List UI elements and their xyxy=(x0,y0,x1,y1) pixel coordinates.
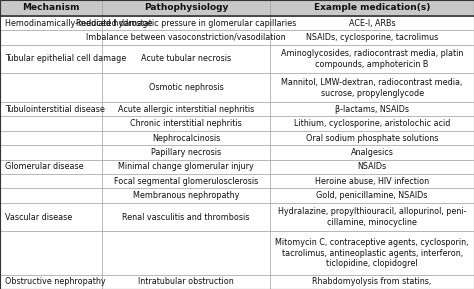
Text: Analgesics: Analgesics xyxy=(351,148,393,157)
Text: Mechanism: Mechanism xyxy=(22,3,80,12)
Text: Pathophysiology: Pathophysiology xyxy=(144,3,228,12)
Text: Glomerular disease: Glomerular disease xyxy=(5,162,83,171)
Text: Lithium, cyclosporine, aristolochic acid: Lithium, cyclosporine, aristolochic acid xyxy=(294,119,450,128)
Text: Obstructive nephropathy: Obstructive nephropathy xyxy=(5,277,105,286)
Text: Membranous nephropathy: Membranous nephropathy xyxy=(133,191,239,200)
Text: Rhabdomyolysis from statins,: Rhabdomyolysis from statins, xyxy=(312,277,432,286)
Bar xyxy=(102,116,270,131)
Bar xyxy=(102,275,270,289)
Bar xyxy=(0,131,102,145)
Bar xyxy=(270,30,474,45)
Bar xyxy=(102,188,270,203)
Bar xyxy=(102,45,270,73)
Bar xyxy=(0,203,102,231)
Text: Papillary necrosis: Papillary necrosis xyxy=(151,148,221,157)
Bar xyxy=(102,231,270,275)
Text: Chronic interstitial nephritis: Chronic interstitial nephritis xyxy=(130,119,242,128)
Bar xyxy=(0,160,102,174)
Bar xyxy=(270,73,474,102)
Bar xyxy=(270,275,474,289)
Bar xyxy=(0,73,102,102)
Bar xyxy=(0,145,102,160)
Text: Tubulointerstitial disease: Tubulointerstitial disease xyxy=(5,105,105,114)
Bar xyxy=(102,160,270,174)
Text: Heroine abuse, HIV infection: Heroine abuse, HIV infection xyxy=(315,177,429,186)
Bar xyxy=(0,174,102,188)
Text: NSAIDs: NSAIDs xyxy=(357,162,387,171)
Bar xyxy=(270,231,474,275)
Text: Mannitol, LMW-dextran, radiocontrast media,
sucrose, propylenglycode: Mannitol, LMW-dextran, radiocontrast med… xyxy=(282,78,463,98)
Bar xyxy=(270,45,474,73)
Bar xyxy=(102,203,270,231)
Text: Aminoglycosides, radiocontrast media, platin
compounds, amphotericin B: Aminoglycosides, radiocontrast media, pl… xyxy=(281,49,463,69)
Bar xyxy=(270,160,474,174)
Bar xyxy=(270,188,474,203)
Bar xyxy=(0,0,102,16)
Text: Hydralazine, propylthiouracil, allopurinol, peni-
cillamine, minocycline: Hydralazine, propylthiouracil, allopurin… xyxy=(278,207,466,227)
Bar xyxy=(0,30,102,45)
Text: ACE-I, ARBs: ACE-I, ARBs xyxy=(349,18,395,27)
Bar xyxy=(0,102,102,116)
Text: Hemodinamically-mediated damage: Hemodinamically-mediated damage xyxy=(5,18,152,27)
Bar xyxy=(102,102,270,116)
Text: Mitomycin C, contraceptive agents, cyclosporin,
tacrolimus, antineoplastic agent: Mitomycin C, contraceptive agents, cyclo… xyxy=(275,238,469,268)
Bar xyxy=(0,45,102,73)
Bar xyxy=(0,116,102,131)
Bar xyxy=(102,0,270,16)
Text: Example medication(s): Example medication(s) xyxy=(314,3,430,12)
Text: Tubular epithelial cell damage: Tubular epithelial cell damage xyxy=(5,54,126,64)
Bar xyxy=(270,0,474,16)
Text: Gold, penicillamine, NSAIDs: Gold, penicillamine, NSAIDs xyxy=(317,191,428,200)
Bar xyxy=(102,73,270,102)
Text: NSAIDs, cyclosporine, tacrolimus: NSAIDs, cyclosporine, tacrolimus xyxy=(306,33,438,42)
Text: Osmotic nephrosis: Osmotic nephrosis xyxy=(149,83,223,92)
Bar xyxy=(102,30,270,45)
Bar xyxy=(102,145,270,160)
Bar xyxy=(270,174,474,188)
Text: Oral sodium phosphate solutions: Oral sodium phosphate solutions xyxy=(306,134,438,142)
Text: Acute allergic interstitial nephritis: Acute allergic interstitial nephritis xyxy=(118,105,254,114)
Text: Vascular disease: Vascular disease xyxy=(5,213,72,222)
Bar xyxy=(0,16,102,30)
Bar xyxy=(102,174,270,188)
Bar xyxy=(270,203,474,231)
Bar xyxy=(0,188,102,203)
Text: Imbalance between vasoconstriction/vasodilation: Imbalance between vasoconstriction/vasod… xyxy=(86,33,286,42)
Text: β-lactams, NSAIDs: β-lactams, NSAIDs xyxy=(335,105,409,114)
Bar xyxy=(102,16,270,30)
Bar xyxy=(270,16,474,30)
Bar xyxy=(0,275,102,289)
Text: Focal segmental glomerulosclerosis: Focal segmental glomerulosclerosis xyxy=(114,177,258,186)
Bar xyxy=(102,131,270,145)
Bar xyxy=(270,102,474,116)
Text: Acute tubular necrosis: Acute tubular necrosis xyxy=(141,54,231,64)
Text: Minimal change glomerular injury: Minimal change glomerular injury xyxy=(118,162,254,171)
Text: Nephrocalcinosis: Nephrocalcinosis xyxy=(152,134,220,142)
Bar xyxy=(270,145,474,160)
Text: Intratubular obstruction: Intratubular obstruction xyxy=(138,277,234,286)
Bar xyxy=(270,131,474,145)
Bar xyxy=(270,116,474,131)
Text: Renal vasculitis and thrombosis: Renal vasculitis and thrombosis xyxy=(122,213,250,222)
Bar xyxy=(0,231,102,275)
Text: Reduced hydrostatic pressure in glomerular capillaries: Reduced hydrostatic pressure in glomerul… xyxy=(76,18,296,27)
